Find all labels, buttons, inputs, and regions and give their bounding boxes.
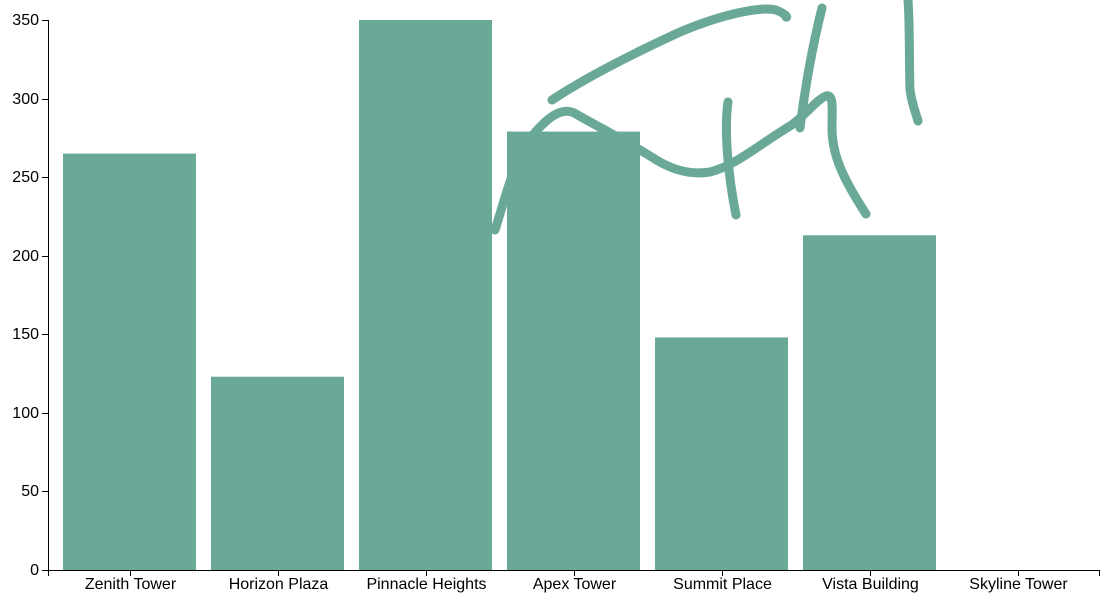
y-tick-label: 300 xyxy=(12,91,39,108)
scribble-stroke xyxy=(903,0,923,126)
y-tick-label: 150 xyxy=(12,326,39,343)
bar-horizon-plaza xyxy=(211,376,344,570)
x-tick-label: Skyline Tower xyxy=(969,576,1068,593)
scribble-stroke xyxy=(428,40,443,135)
bar-zenith-tower xyxy=(63,153,196,571)
x-tick-label: Horizon Plaza xyxy=(229,576,329,593)
scribble-stroke xyxy=(547,4,792,105)
bar-pinnacle-heights xyxy=(359,20,492,570)
y-tick-label: 350 xyxy=(12,12,39,29)
scribble-stroke xyxy=(490,91,871,235)
scribble-stroke xyxy=(721,97,741,220)
y-axis: 0 50 100 150 200 250 300 350 xyxy=(12,12,49,579)
x-tick-label: Summit Place xyxy=(673,576,772,593)
bars xyxy=(63,20,936,571)
x-tick-label: Pinnacle Heights xyxy=(366,576,486,593)
y-tick-label: 50 xyxy=(21,483,39,500)
x-tick-label: Vista Building xyxy=(822,576,919,593)
y-tick-label: 200 xyxy=(12,248,39,265)
y-tick-label: 0 xyxy=(30,562,39,579)
freehand-annotations xyxy=(428,0,923,235)
x-tick-label: Zenith Tower xyxy=(85,576,177,593)
bar-apex-tower xyxy=(507,131,640,571)
bar-vista-building xyxy=(803,235,936,571)
y-tick-label: 100 xyxy=(12,405,39,422)
x-axis: Zenith Tower Horizon Plaza Pinnacle Height… xyxy=(48,570,1100,593)
bar-summit-place xyxy=(655,337,788,570)
scribble-stroke xyxy=(795,3,827,133)
y-tick-label: 250 xyxy=(12,169,39,186)
x-tick-label: Apex Tower xyxy=(533,576,617,593)
